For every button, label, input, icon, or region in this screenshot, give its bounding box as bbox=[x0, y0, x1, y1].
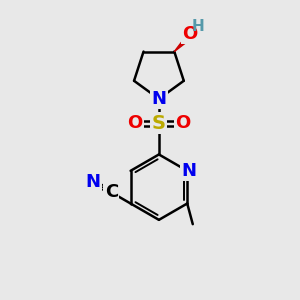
Text: C: C bbox=[105, 183, 118, 201]
Text: H: H bbox=[192, 19, 205, 34]
Text: S: S bbox=[152, 114, 166, 133]
Text: N: N bbox=[85, 173, 100, 191]
Text: O: O bbox=[175, 114, 190, 132]
Text: O: O bbox=[128, 114, 143, 132]
Text: N: N bbox=[181, 162, 196, 180]
Text: N: N bbox=[152, 90, 166, 108]
Text: O: O bbox=[182, 25, 198, 43]
Polygon shape bbox=[174, 34, 192, 52]
